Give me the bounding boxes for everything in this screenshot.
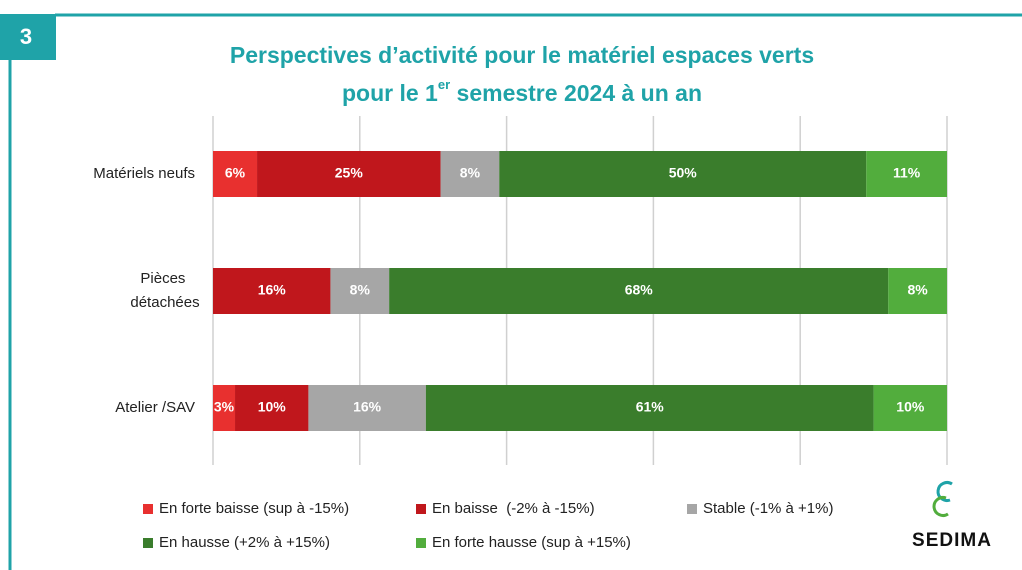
bar-segment — [308, 385, 426, 431]
bar-segment — [235, 385, 309, 431]
bar-segment — [330, 268, 390, 314]
legend-label: En baisse (-2% à -15%) — [432, 500, 595, 517]
data-label: 25% — [335, 165, 364, 181]
label-line: détachées — [130, 294, 199, 311]
data-label: 50% — [669, 165, 698, 181]
legend-label: En forte hausse (sup à +15%) — [432, 534, 631, 551]
data-label: 11% — [893, 165, 921, 181]
data-label: 10% — [896, 399, 925, 415]
title-part: pour le 1 — [342, 80, 438, 106]
legend-label: En forte baisse (sup à -15%) — [159, 500, 349, 517]
bar-segment — [213, 385, 236, 431]
bar-segment — [389, 268, 889, 314]
bar-segment — [888, 268, 947, 314]
legend-swatch — [687, 504, 697, 514]
badge-box — [0, 14, 56, 60]
bar-segment — [873, 385, 947, 431]
legend-label: Stable (-1% à +1%) — [703, 500, 833, 517]
data-label: 10% — [258, 399, 287, 415]
bar-segment — [213, 268, 331, 314]
chart-title-line2: pour le 1er semestre 2024 à un an — [342, 77, 702, 106]
bar-segment — [866, 151, 947, 197]
legend-swatch — [416, 538, 426, 548]
bar-segment — [425, 385, 874, 431]
data-label: 8% — [350, 282, 371, 298]
data-label: 16% — [353, 399, 382, 415]
data-label: 16% — [258, 282, 287, 298]
bar-segment — [499, 151, 867, 197]
data-label: 8% — [908, 282, 929, 298]
data-label: 3% — [214, 399, 235, 415]
title-sup: er — [438, 77, 450, 92]
y-tick-label: Atelier /SAV — [115, 399, 195, 416]
logo-icon — [932, 481, 953, 517]
title-part: semestre 2024 à un an — [450, 80, 702, 106]
y-tick-label: Pièces détachées — [130, 270, 199, 311]
legend-swatch — [143, 538, 153, 548]
data-label: 68% — [625, 282, 654, 298]
data-label: 6% — [225, 165, 246, 181]
data-label: 8% — [460, 165, 481, 181]
bar-segment — [213, 151, 258, 197]
chart-title: Perspectives d’activité pour le matériel… — [230, 42, 814, 68]
logo: SEDIMA — [912, 530, 992, 551]
data-label: 61% — [636, 399, 665, 415]
bar-segment — [257, 151, 441, 197]
y-tick-label: Matériels neufs — [93, 165, 195, 182]
legend-swatch — [143, 504, 153, 514]
label-line: Pièces — [140, 270, 189, 287]
legend-swatch — [416, 504, 426, 514]
bar-segment — [440, 151, 500, 197]
legend-label: En hausse (+2% à +15%) — [159, 534, 330, 551]
badge: 3 — [20, 24, 32, 49]
